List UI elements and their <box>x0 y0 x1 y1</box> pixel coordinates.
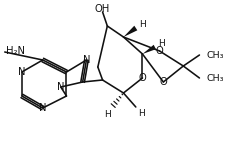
Text: CH₃: CH₃ <box>206 73 224 82</box>
Text: H₂N: H₂N <box>6 46 25 56</box>
Text: N: N <box>18 67 26 77</box>
Text: CH₃: CH₃ <box>206 50 224 60</box>
Text: N: N <box>39 103 47 113</box>
Text: N: N <box>83 55 90 65</box>
Text: H: H <box>139 19 146 28</box>
Text: O: O <box>156 46 163 56</box>
Polygon shape <box>124 26 137 37</box>
Text: H: H <box>104 110 111 119</box>
Text: H: H <box>138 108 145 118</box>
Text: H: H <box>158 39 165 47</box>
Text: O: O <box>160 77 167 87</box>
Text: N: N <box>57 82 65 92</box>
Polygon shape <box>142 45 156 54</box>
Text: O: O <box>139 73 146 83</box>
Text: OH: OH <box>95 4 110 14</box>
